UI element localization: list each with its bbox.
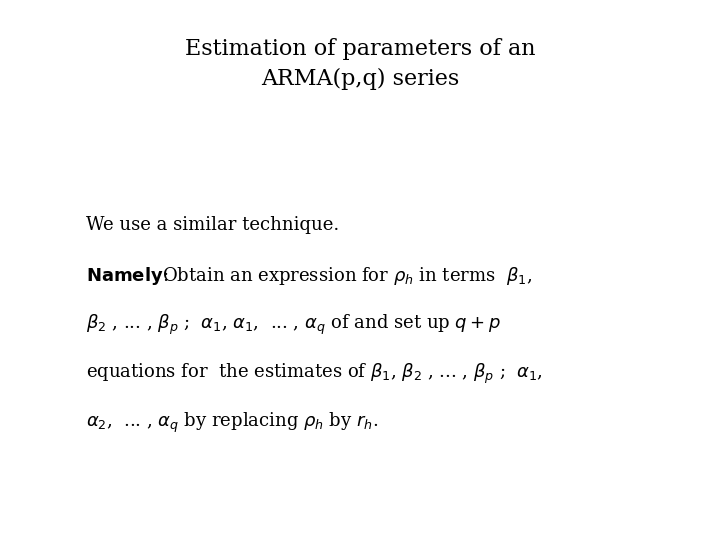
Text: equations for  the estimates of $\beta_1$, $\beta_2$ , ... , $\beta_p$ ;  $\alph: equations for the estimates of $\beta_1$…	[86, 362, 544, 386]
Text: $\alpha_2$,  ... , $\alpha_q$ by replacing $\rho_h$ by $r_h$.: $\alpha_2$, ... , $\alpha_q$ by replacin…	[86, 410, 379, 435]
Text: Estimation of parameters of an
ARMA(p,q) series: Estimation of parameters of an ARMA(p,q)…	[185, 38, 535, 90]
Text: $\beta_2$ , ... , $\beta_p$ ;  $\alpha_1$, $\alpha_1$,  ... , $\alpha_q$ of and : $\beta_2$ , ... , $\beta_p$ ; $\alpha_1$…	[86, 313, 502, 338]
Text: Obtain an expression for $\rho_h$ in terms  $\beta_1$,: Obtain an expression for $\rho_h$ in ter…	[162, 265, 532, 287]
Text: $\mathbf{Namely}$:: $\mathbf{Namely}$:	[86, 265, 168, 287]
Text: We use a similar technique.: We use a similar technique.	[86, 216, 340, 234]
